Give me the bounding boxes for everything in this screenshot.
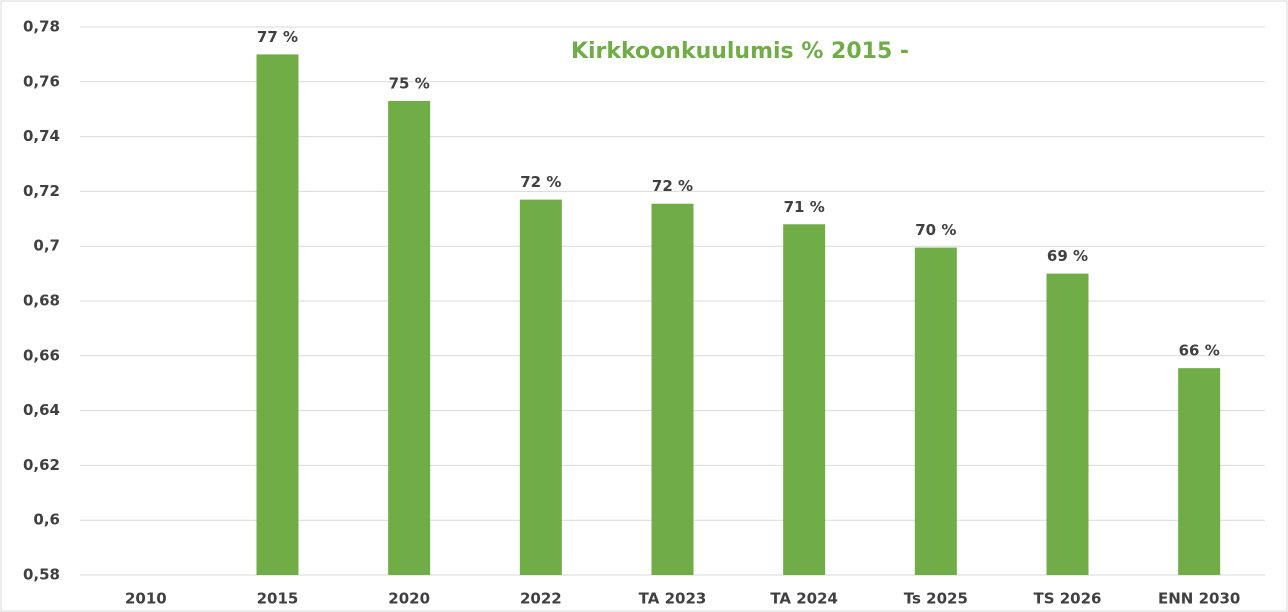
bar <box>256 54 299 575</box>
y-tick-label: 0,62 <box>23 456 60 474</box>
bar <box>1046 273 1089 575</box>
bar <box>783 224 826 575</box>
data-label: 70 % <box>915 221 956 239</box>
x-tick-label: Ts 2025 <box>904 590 968 608</box>
data-label: 72 % <box>652 177 693 195</box>
bar <box>914 247 957 575</box>
bar <box>651 203 694 576</box>
y-tick-label: 0,6 <box>33 511 60 529</box>
y-tick-label: 0,78 <box>23 18 60 36</box>
x-tick-label: TA 2024 <box>770 590 838 608</box>
bar <box>1178 368 1221 575</box>
data-label: 72 % <box>520 173 561 191</box>
data-label: 69 % <box>1047 247 1088 265</box>
bar <box>388 100 431 575</box>
data-label: 71 % <box>784 198 825 216</box>
data-label: 66 % <box>1179 342 1220 360</box>
data-label: 75 % <box>389 74 430 92</box>
y-tick-label: 0,7 <box>33 237 60 255</box>
y-tick-label: 0,74 <box>23 127 60 145</box>
x-tick-label: 2015 <box>257 590 299 608</box>
chart-title: Kirkkoonkuulumis % 2015 - <box>571 39 909 64</box>
bar <box>519 199 562 575</box>
x-tick-label: TS 2026 <box>1033 590 1101 608</box>
data-label: 77 % <box>257 28 298 46</box>
x-tick-label: 2022 <box>520 590 562 608</box>
x-tick-label: 2020 <box>388 590 430 608</box>
y-tick-label: 0,72 <box>23 182 60 200</box>
x-tick-label: 2010 <box>125 590 167 608</box>
y-tick-label: 0,68 <box>23 292 60 310</box>
y-tick-label: 0,58 <box>23 566 60 584</box>
y-tick-label: 0,64 <box>23 401 60 419</box>
x-tick-label: TA 2023 <box>639 590 707 608</box>
y-tick-label: 0,66 <box>23 346 60 364</box>
x-tick-label: ENN 2030 <box>1158 590 1240 608</box>
y-tick-label: 0,76 <box>23 72 60 90</box>
